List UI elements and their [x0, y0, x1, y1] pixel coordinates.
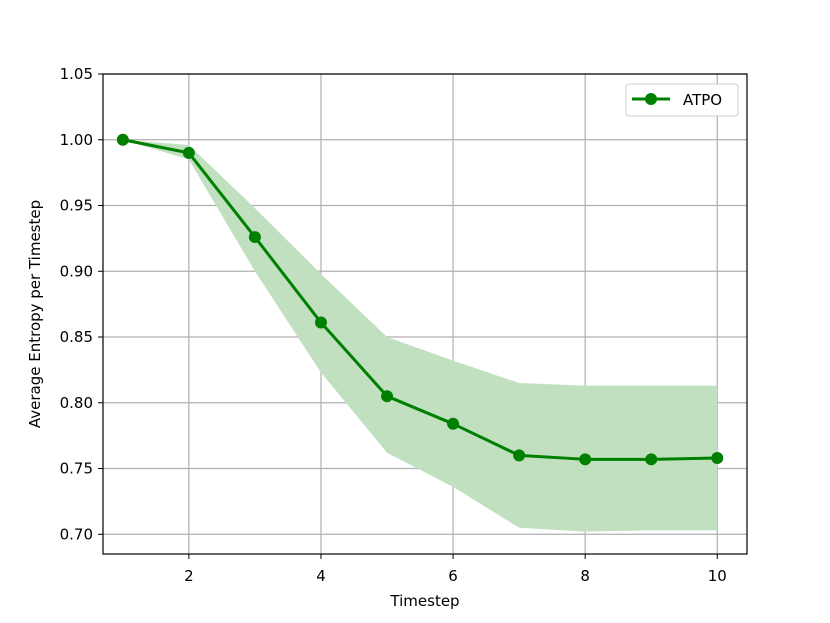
- y-tick-label: 0.80: [60, 394, 93, 412]
- x-tick-label: 6: [448, 567, 458, 585]
- y-tick-label: 1.00: [60, 131, 93, 149]
- legend-box: [625, 83, 739, 117]
- legend: ATPO: [625, 83, 739, 117]
- data-point: [711, 452, 724, 464]
- data-point: [381, 390, 394, 403]
- x-axis-title: Timestep: [389, 592, 459, 610]
- data-point: [447, 417, 460, 430]
- data-point: [182, 146, 195, 159]
- y-tick-label: 1.05: [60, 65, 93, 83]
- data-point: [314, 316, 327, 329]
- x-tick-label: 2: [184, 567, 194, 585]
- data-point: [116, 133, 129, 146]
- y-tick-label: 0.85: [60, 328, 93, 346]
- legend-label-atpo: ATPO: [683, 91, 722, 109]
- confidence-band-layer: [122, 139, 718, 532]
- legend-swatch-marker: [645, 93, 657, 105]
- x-tick-label: 10: [708, 567, 727, 585]
- y-tick-label: 0.75: [60, 460, 93, 478]
- data-point: [645, 453, 658, 466]
- series-line: [122, 138, 718, 461]
- plot-area-frame: [102, 73, 748, 555]
- y-tick-label: 0.70: [60, 525, 93, 543]
- axis-ticks: 2 4 6 8 10 0.70 0.75 0.80 0.85 0.90 0.95 1.00 1.05: [60, 65, 727, 585]
- y-tick-label: 0.95: [60, 197, 93, 215]
- data-point: [513, 449, 526, 462]
- x-tick-label: 8: [580, 567, 590, 585]
- series-line-layer: [122, 138, 718, 461]
- data-point: [248, 231, 261, 244]
- y-axis-title: Average Entropy per Timestep: [26, 200, 44, 428]
- data-point: [579, 453, 592, 466]
- data-points-layer: [116, 133, 724, 466]
- x-tick-label: 4: [316, 567, 326, 585]
- y-tick-label: 0.90: [60, 262, 93, 280]
- confidence-band: [122, 139, 718, 532]
